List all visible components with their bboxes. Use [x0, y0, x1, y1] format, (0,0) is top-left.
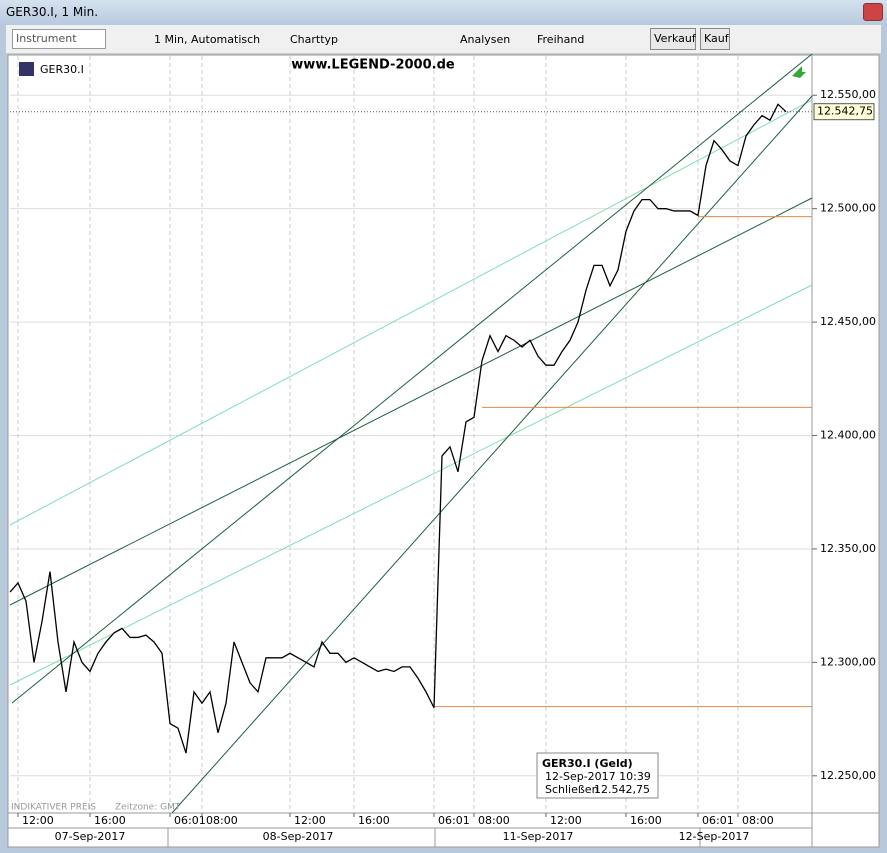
y-tick-label: 12.550,00: [820, 88, 876, 101]
instrument-input[interactable]: Instrument: [12, 29, 106, 49]
x-tick-label: 16:00: [94, 814, 126, 827]
tooltip-title: GER30.I (Geld): [542, 757, 633, 770]
instrument-placeholder: Instrument: [16, 32, 77, 45]
y-tick-label: 12.500,00: [820, 202, 876, 215]
tooltip-time: 12-Sep-2017 10:39: [545, 770, 651, 783]
trendlines: [9, 53, 813, 814]
buy-button[interactable]: Kauf: [700, 28, 730, 50]
tooltip: [536, 752, 659, 799]
day-label: 08-Sep-2017: [263, 830, 334, 843]
time-axis: [7, 812, 813, 848]
close-button[interactable]: [863, 3, 883, 21]
x-tick-label: 12:00: [550, 814, 582, 827]
price-line: [9, 103, 787, 754]
sell-button[interactable]: Verkauf: [650, 28, 696, 50]
tooltip-field: Schließen: [545, 783, 599, 796]
x-tick-label: 08:00: [206, 814, 238, 827]
y-tick-label: 12.350,00: [820, 542, 876, 555]
tooltip-value: 12.542,75: [594, 783, 650, 796]
y-tick-label: 12.450,00: [820, 315, 876, 328]
x-tick-label: 16:00: [630, 814, 662, 827]
trendline: [9, 99, 813, 526]
y-tick-label: 12.300,00: [820, 655, 876, 668]
day-label: 11-Sep-2017: [503, 830, 574, 843]
x-tick-label: 16:00: [358, 814, 390, 827]
y-tick-label: 12.400,00: [820, 429, 876, 442]
day-label: 07-Sep-2017: [55, 830, 126, 843]
current-price-label: 12.542,75: [817, 105, 873, 118]
x-tick-label: 12:00: [294, 814, 326, 827]
trendline: [9, 284, 813, 686]
x-tick-label: 08:00: [478, 814, 510, 827]
instrument-label[interactable]: GER30.I: [40, 63, 84, 76]
x-tick-label: 12:00: [22, 814, 54, 827]
day-label: 12-Sep-2017: [679, 830, 750, 843]
x-tick-label: 08:00: [742, 814, 774, 827]
price-axis: [811, 54, 880, 814]
y-tick-label: 12.250,00: [820, 769, 876, 782]
cfd-icon: [19, 62, 34, 76]
freehand-dropdown[interactable]: Freihand: [537, 33, 585, 46]
trendline: [171, 95, 813, 814]
timezone: Zeitzone: GMT: [115, 803, 181, 813]
trendline: [9, 197, 813, 606]
chart-background: [7, 54, 880, 848]
watermark: www.LEGEND-2000.de: [291, 58, 455, 73]
arrow-icon: [792, 66, 806, 78]
current-price-box: [813, 103, 875, 121]
toolbar: Instrument 1 Min, Automatisch Charttyp A…: [6, 25, 881, 54]
plot: [9, 103, 812, 754]
x-tick-label: 06:01: [174, 814, 206, 827]
window-title: GER30.I, 1 Min.: [6, 5, 99, 19]
trendline: [11, 53, 813, 704]
charttype-dropdown[interactable]: Charttyp: [290, 33, 339, 46]
sell-label: Verkauf: [654, 32, 696, 45]
buy-label: Kauf: [704, 32, 729, 45]
footer: INDIKATIVER PREIS: [11, 803, 96, 813]
x-tick-label: 06:01: [702, 814, 734, 827]
title-bar: GER30.I, 1 Min.: [0, 0, 887, 24]
x-tick-label: 06:01: [438, 814, 470, 827]
analyses-dropdown[interactable]: Analysen: [460, 33, 511, 46]
interval-dropdown[interactable]: 1 Min, Automatisch: [154, 33, 261, 46]
